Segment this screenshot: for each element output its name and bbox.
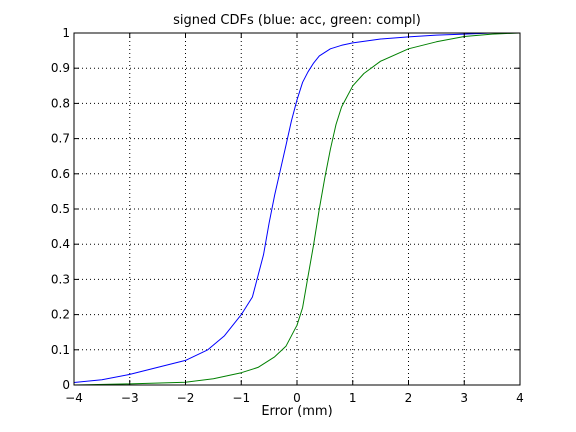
y-tick-label: 0	[62, 378, 70, 392]
x-tick-label: −2	[177, 391, 195, 405]
y-tick-label: 0.3	[51, 272, 70, 286]
x-tick-labels: −4 −3 −2 −1 0 1 2 3 4	[65, 391, 524, 405]
chart-title: signed CDFs (blue: acc, green: compl)	[173, 13, 421, 28]
y-tick-label: 0.1	[51, 343, 70, 357]
green-series-line	[73, 32, 521, 386]
y-tick-label: 0.5	[51, 202, 70, 216]
x-tick-label: −3	[121, 391, 139, 405]
x-tick-label: 3	[460, 391, 468, 405]
y-tick-labels: 0 0.1 0.2 0.3 0.4 0.5 0.6 0.7 0.8 0.9 1	[51, 26, 70, 392]
x-tick-label: −1	[232, 391, 250, 405]
x-tick-label: 4	[516, 391, 524, 405]
x-axis-label: Error (mm)	[261, 404, 332, 419]
y-tick-label: 0.7	[51, 132, 70, 146]
x-tick-label: 0	[293, 391, 301, 405]
y-tick-label: 0.8	[51, 96, 70, 110]
axis-ticks	[73, 32, 521, 386]
x-tick-label: 2	[405, 391, 413, 405]
y-tick-label: 0.4	[51, 237, 70, 251]
y-tick-label: 0.6	[51, 167, 70, 181]
y-tick-label: 0.9	[51, 61, 70, 75]
series-lines	[73, 32, 521, 386]
x-tick-label: −4	[65, 391, 83, 405]
x-tick-label: 1	[349, 391, 357, 405]
grid-lines	[74, 33, 520, 385]
y-tick-label: 1	[62, 26, 70, 40]
blue-series-line	[73, 32, 520, 383]
y-tick-label: 0.2	[51, 308, 70, 322]
